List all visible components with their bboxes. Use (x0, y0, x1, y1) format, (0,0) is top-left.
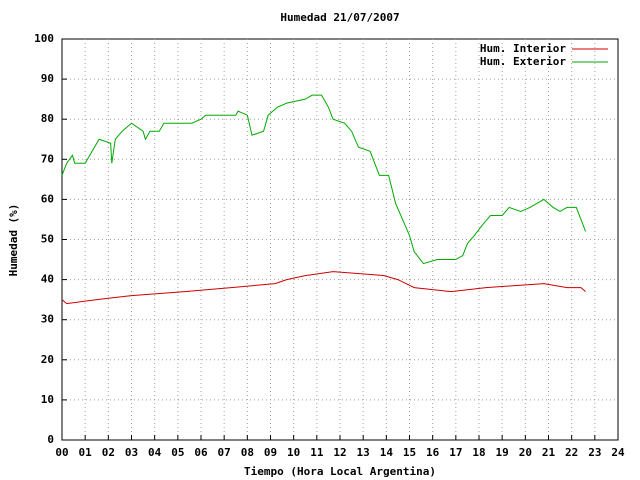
x-tick-label: 23 (588, 446, 601, 459)
x-tick-label: 06 (194, 446, 208, 459)
y-tick-label: 0 (47, 433, 54, 446)
x-tick-label: 20 (519, 446, 532, 459)
y-tick-label: 70 (41, 152, 54, 165)
x-tick-label: 03 (125, 446, 138, 459)
x-tick-label: 10 (287, 446, 300, 459)
x-tick-label: 02 (102, 446, 115, 459)
y-tick-label: 60 (41, 192, 54, 205)
x-tick-label: 12 (333, 446, 346, 459)
y-tick-label: 20 (41, 353, 54, 366)
chart-title: Humedad 21/07/2007 (280, 11, 399, 24)
x-tick-label: 18 (472, 446, 485, 459)
x-tick-label: 14 (380, 446, 394, 459)
x-tick-label: 22 (565, 446, 578, 459)
x-tick-label: 01 (79, 446, 93, 459)
y-tick-label: 80 (41, 112, 54, 125)
data-line (61, 271, 586, 305)
y-tick-label: 50 (41, 233, 54, 246)
x-tick-label: 11 (310, 446, 324, 459)
x-tick-label: 24 (611, 446, 625, 459)
x-axis-label: Tiempo (Hora Local Argentina) (244, 465, 436, 478)
data-line (61, 94, 587, 265)
x-tick-label: 15 (403, 446, 416, 459)
x-tick-label: 05 (171, 446, 184, 459)
x-tick-label: 13 (357, 446, 370, 459)
x-tick-label: 19 (496, 446, 509, 459)
x-tick-label: 17 (449, 446, 462, 459)
y-tick-label: 10 (41, 393, 54, 406)
y-tick-label: 100 (34, 32, 54, 45)
legend-label: Hum. Exterior (480, 55, 566, 68)
x-tick-label: 08 (241, 446, 254, 459)
y-tick-label: 90 (41, 72, 54, 85)
x-tick-label: 00 (55, 446, 68, 459)
x-tick-label: 04 (148, 446, 162, 459)
y-tick-label: 30 (41, 313, 54, 326)
legend-label: Hum. Interior (480, 42, 566, 55)
y-axis-label: Humedad (%) (7, 204, 20, 277)
x-tick-label: 16 (426, 446, 440, 459)
x-tick-label: 21 (542, 446, 556, 459)
x-tick-label: 07 (218, 446, 231, 459)
x-tick-label: 09 (264, 446, 277, 459)
y-tick-label: 40 (41, 273, 54, 286)
